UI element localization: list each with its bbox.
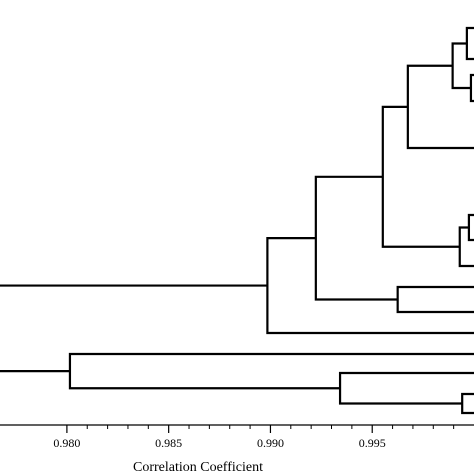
x-axis-tick-label: 0.985 (155, 436, 182, 450)
dendrogram-link (68, 352, 474, 390)
dendrogram-link (467, 213, 474, 242)
dendrogram-link (458, 226, 474, 268)
dendrogram-link (465, 26, 474, 61)
dendrogram-link (461, 392, 474, 415)
dendrogram-link (338, 371, 474, 405)
dendrogram-link (381, 105, 460, 248)
dendrogram-link (266, 237, 474, 335)
x-axis-tick-labels: 0.980 0.985 0.990 0.995 (53, 436, 385, 450)
x-axis-title: Correlation Coefficient (133, 460, 263, 474)
dendrogram-link (469, 73, 474, 103)
x-axis-tick-label: 0.980 (53, 436, 80, 450)
x-axis: 0.980 0.985 0.990 0.995 (0, 424, 474, 450)
x-axis-ticks (66, 425, 455, 433)
dendrogram-link (451, 42, 471, 90)
dendrogram-link (406, 64, 474, 150)
x-axis-tick-label: 0.990 (257, 436, 284, 450)
dendrogram-link (396, 285, 474, 314)
dendrogram-links (0, 26, 474, 415)
dendrogram-link (314, 175, 398, 301)
x-axis-tick-label: 0.995 (359, 436, 386, 450)
